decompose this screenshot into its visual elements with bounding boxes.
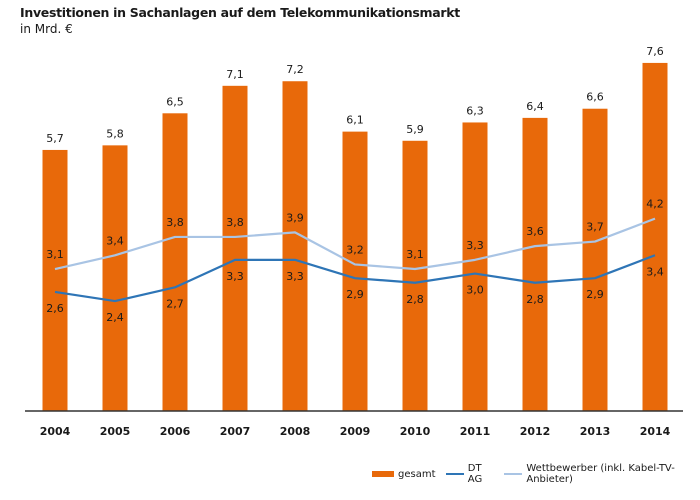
bar-gesamt-2013	[582, 108, 608, 411]
x-tick-label-2013: 2013	[580, 425, 611, 438]
legend-item-dt-ag: DT AG	[445, 463, 494, 485]
data-label-gesamt-2007: 7,1	[226, 68, 244, 81]
x-tick-label-2006: 2006	[160, 425, 191, 438]
data-label-wettbewerber-2011: 3,3	[466, 239, 484, 252]
bar-gesamt-2014	[642, 62, 668, 412]
bar-gesamt-2008	[282, 81, 308, 412]
data-label-wettbewerber-2010: 3,1	[406, 248, 424, 261]
bar-gesamt-2007	[222, 85, 248, 411]
legend-item-wettbewerber: Wettbewerber (inkl. Kabel-TV-Anbieter)	[503, 463, 690, 485]
data-label-gesamt-2008: 7,2	[286, 63, 304, 76]
data-label-dt-ag-2006: 2,7	[166, 297, 184, 310]
bar-gesamt-2006	[162, 113, 188, 412]
legend-swatch-wettbewerber	[503, 473, 523, 475]
data-label-gesamt-2005: 5,8	[106, 127, 124, 140]
data-label-wettbewerber-2013: 3,7	[586, 221, 604, 234]
x-tick-label-2014: 2014	[640, 425, 671, 438]
data-label-wettbewerber-2007: 3,8	[226, 216, 244, 229]
x-tick-label-2010: 2010	[400, 425, 431, 438]
data-label-wettbewerber-2004: 3,1	[46, 248, 64, 261]
data-label-dt-ag-2008: 3,3	[286, 270, 304, 283]
bar-gesamt-2010	[402, 140, 428, 411]
legend-item-gesamt: gesamt	[372, 469, 436, 480]
x-tick-label-2004: 2004	[40, 425, 71, 438]
data-label-gesamt-2012: 6,4	[526, 100, 544, 113]
data-label-wettbewerber-2009: 3,2	[346, 243, 364, 256]
bar-gesamt-2011	[462, 122, 488, 412]
bar-gesamt-2005	[102, 145, 128, 412]
data-label-wettbewerber-2012: 3,6	[526, 225, 544, 238]
legend-swatch-gesamt	[372, 471, 394, 477]
x-tick-label-2012: 2012	[520, 425, 551, 438]
legend-label-dt-ag: DT AG	[467, 463, 483, 485]
legend-label-wettbewerber: Wettbewerber (inkl. Kabel-TV-Anbieter)	[526, 463, 675, 485]
data-label-dt-ag-2004: 2,6	[46, 302, 64, 315]
data-label-dt-ag-2011: 3,0	[466, 284, 484, 297]
data-label-gesamt-2014: 7,6	[646, 45, 664, 58]
x-tick-label-2011: 2011	[460, 425, 491, 438]
data-label-dt-ag-2010: 2,8	[406, 293, 424, 306]
x-tick-label-2007: 2007	[220, 425, 251, 438]
chart-subtitle: in Mrd. €	[20, 22, 73, 36]
data-label-gesamt-2009: 6,1	[346, 114, 364, 127]
bar-gesamt-2012	[522, 117, 548, 411]
legend: gesamt DT AG Wettbewerber (inkl. Kabel-T…	[372, 463, 700, 485]
chart-title: Investitionen in Sachanlagen auf dem Tel…	[20, 5, 460, 20]
data-label-wettbewerber-2006: 3,8	[166, 216, 184, 229]
data-label-wettbewerber-2008: 3,9	[286, 211, 304, 224]
x-tick-label-2008: 2008	[280, 425, 311, 438]
data-label-dt-ag-2012: 2,8	[526, 293, 544, 306]
legend-swatch-dt-ag	[445, 473, 464, 475]
data-label-gesamt-2010: 5,9	[406, 123, 424, 136]
data-label-gesamt-2011: 6,3	[466, 104, 484, 117]
data-label-dt-ag-2013: 2,9	[586, 288, 604, 301]
data-label-gesamt-2013: 6,6	[586, 91, 604, 104]
x-tick-label-2005: 2005	[100, 425, 131, 438]
data-label-dt-ag-2014: 3,4	[646, 265, 664, 278]
legend-label-gesamt: gesamt	[398, 468, 436, 480]
x-tick-label-2009: 2009	[340, 425, 371, 438]
data-label-gesamt-2004: 5,7	[46, 132, 64, 145]
data-label-gesamt-2006: 6,5	[166, 95, 184, 108]
data-label-wettbewerber-2005: 3,4	[106, 234, 124, 247]
data-label-dt-ag-2007: 3,3	[226, 270, 244, 283]
data-label-dt-ag-2005: 2,4	[106, 311, 124, 324]
data-label-wettbewerber-2014: 4,2	[646, 198, 664, 211]
chart-plot: 5,7 5,8 6,5 7,1 7,2 6,1 5,9 6,3 6,4 6,6 7,6 3,1 3,4 3…	[25, 45, 683, 438]
bar-gesamt-2004	[42, 149, 68, 411]
bar-gesamt-2009	[342, 131, 368, 411]
data-label-dt-ag-2009: 2,9	[346, 288, 364, 301]
